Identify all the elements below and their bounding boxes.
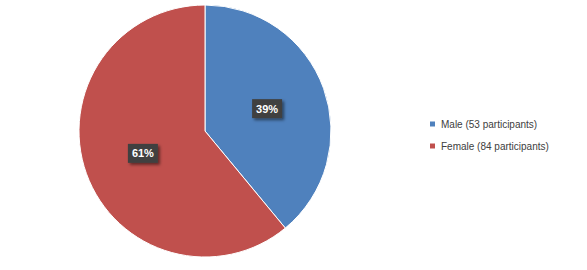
svg-text:Male (53 participants): Male (53 participants) (441, 119, 537, 130)
svg-text:39%: 39% (256, 103, 278, 115)
svg-text:61%: 61% (132, 147, 154, 159)
svg-text:Female (84 participants): Female (84 participants) (441, 141, 549, 152)
